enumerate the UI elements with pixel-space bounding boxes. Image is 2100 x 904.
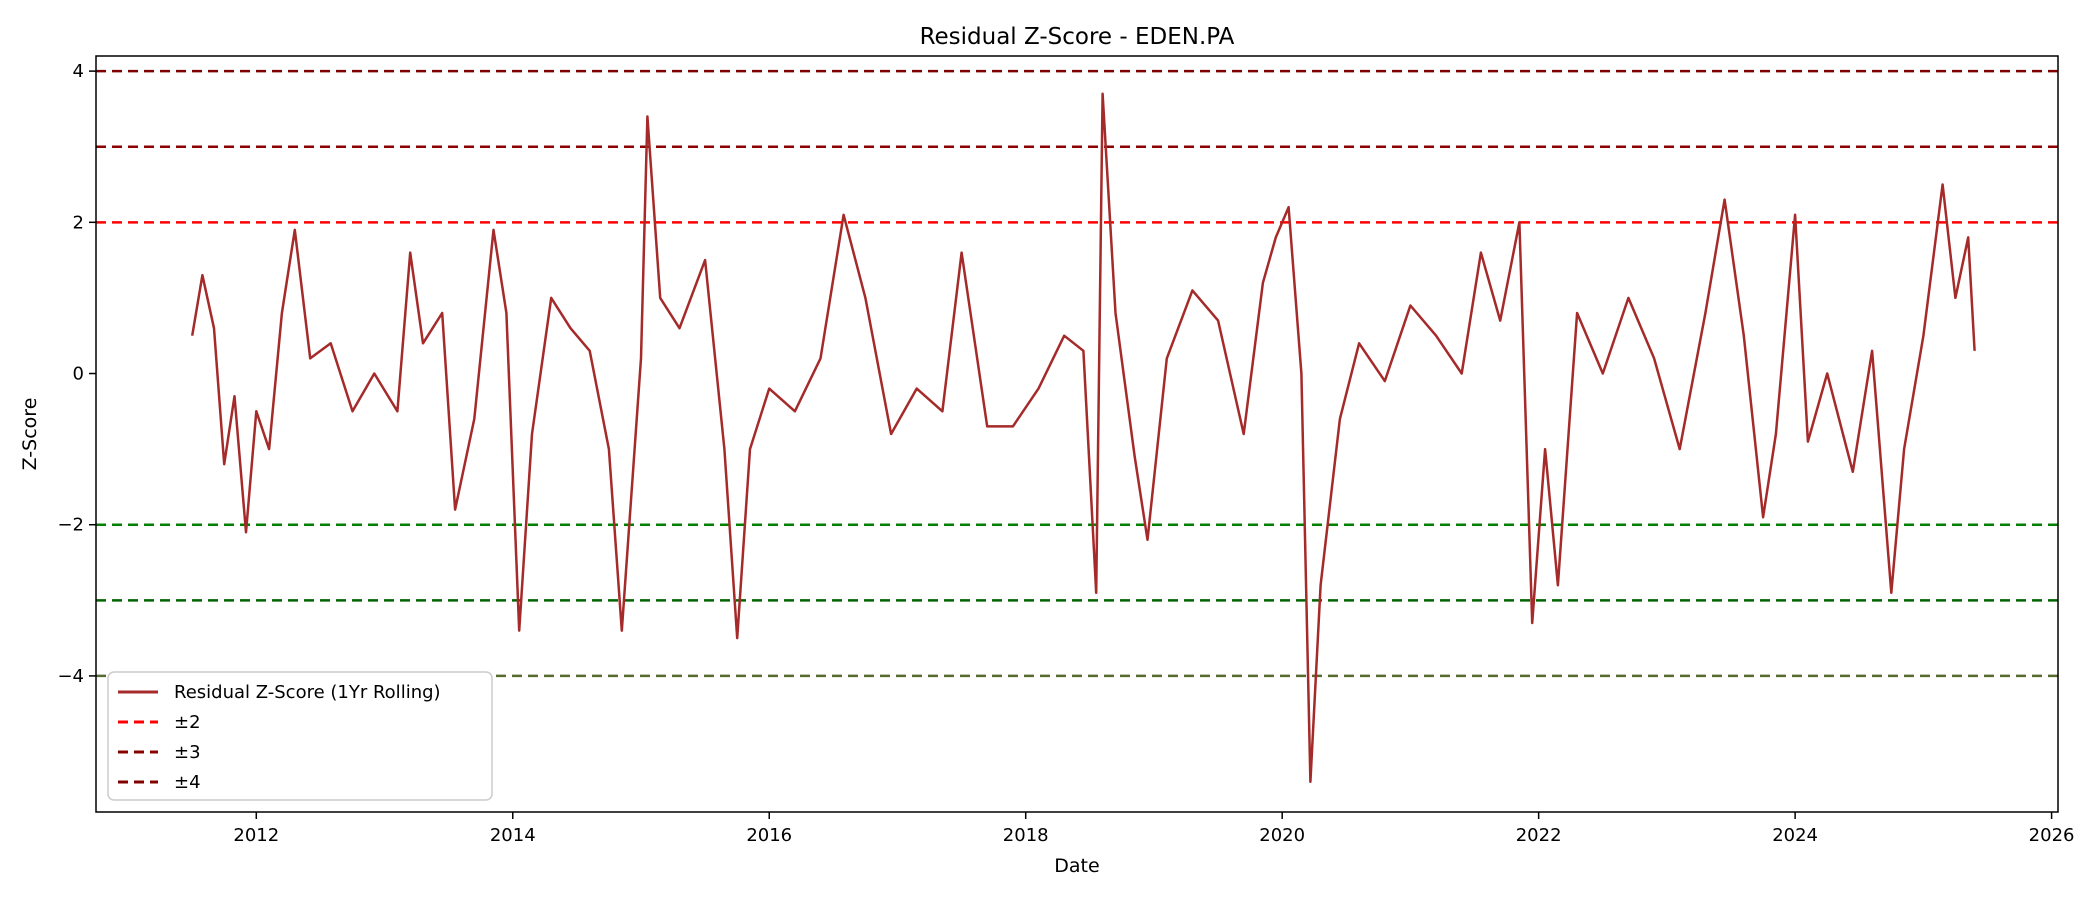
y-tick-label-4: 4 <box>73 61 84 82</box>
x-tick-label-7: 2026 <box>2029 825 2075 846</box>
x-axis-label: Date <box>1054 855 1099 877</box>
series-layer <box>190 92 1976 784</box>
legend-label-pm2: ±2 <box>174 712 201 733</box>
plot-frame <box>95 55 2059 813</box>
series-line-z-score <box>190 92 1976 784</box>
x-tick-label-1: 2014 <box>490 825 536 846</box>
x-tick-label-3: 2018 <box>1003 825 1049 846</box>
legend-label-z-score: Residual Z-Score (1Yr Rolling) <box>174 682 441 703</box>
x-tick-label-0: 2012 <box>233 825 279 846</box>
legend-box <box>107 671 493 801</box>
x-tick-label-4: 2020 <box>1259 825 1305 846</box>
legend-label-pm3: ±3 <box>174 742 201 763</box>
y-tick-label-2: 0 <box>73 364 84 385</box>
threshold-lines <box>96 69 2058 678</box>
x-tick-label-5: 2022 <box>1516 825 1562 846</box>
legend-label-pm4: ±4 <box>174 772 201 793</box>
legend: Residual Z-Score (1Yr Rolling) ±2 ±3 ±4 <box>107 671 493 801</box>
x-tick-label-6: 2024 <box>1772 825 1818 846</box>
y-tick-label-3: 2 <box>73 212 84 233</box>
chart-title: Residual Z-Score - EDEN.PA <box>920 24 1235 50</box>
y-axis: −4 −2 0 2 4 <box>57 61 96 687</box>
y-axis-label: Z-Score <box>19 398 41 471</box>
y-tick-label-0: −4 <box>57 666 84 687</box>
y-tick-label-1: −2 <box>57 515 84 536</box>
x-axis: 2012 2014 2016 2018 2020 2022 2024 2026 <box>233 812 2074 846</box>
x-tick-label-2: 2016 <box>746 825 792 846</box>
